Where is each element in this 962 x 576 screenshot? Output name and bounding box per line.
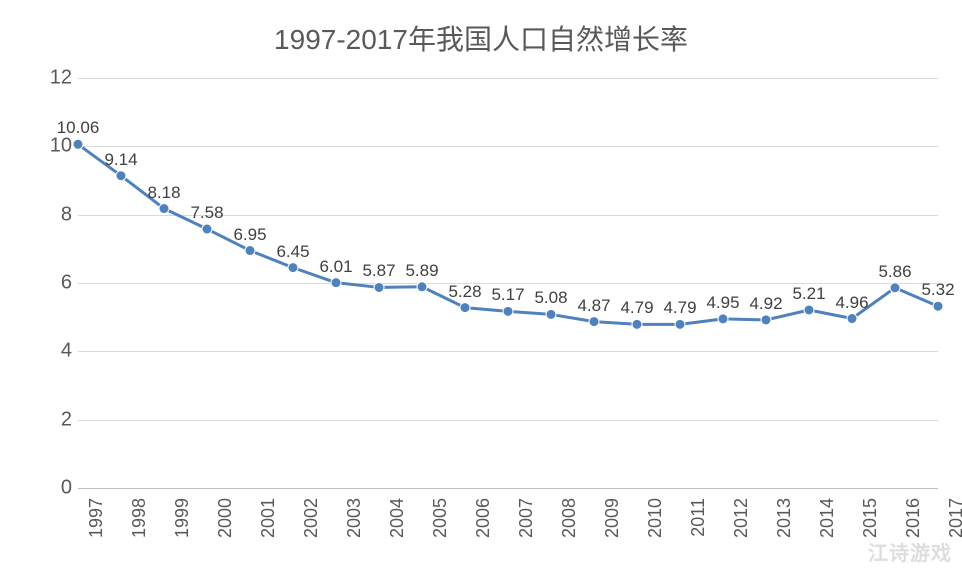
data-point-label: 5.86 [878, 262, 911, 282]
x-tick-label: 1999 [172, 498, 193, 538]
data-point-label: 5.21 [792, 284, 825, 304]
series-marker [417, 282, 427, 292]
x-tick-label: 2004 [387, 498, 408, 538]
data-point-label: 10.06 [57, 118, 100, 138]
chart-title: 1997-2017年我国人口自然增长率 [0, 18, 962, 58]
series-marker [245, 246, 255, 256]
data-point-label: 8.18 [147, 183, 180, 203]
x-tick-label: 2008 [559, 498, 580, 538]
series-marker [116, 171, 126, 181]
series-marker [331, 278, 341, 288]
series-marker [804, 305, 814, 315]
series-marker [933, 301, 943, 311]
data-point-label: 4.87 [577, 296, 610, 316]
data-point-label: 7.58 [190, 203, 223, 223]
series-marker [847, 314, 857, 324]
gridline [78, 488, 938, 489]
data-point-label: 4.92 [749, 294, 782, 314]
data-point-label: 5.89 [405, 261, 438, 281]
y-tick-label: 6 [12, 272, 72, 295]
x-tick-label: 2015 [860, 498, 881, 538]
data-point-label: 4.79 [663, 298, 696, 318]
chart-container: 1997-2017年我国人口自然增长率 024681012 10.069.148… [0, 0, 962, 576]
x-tick-label: 2009 [602, 498, 623, 538]
y-tick-label: 0 [12, 477, 72, 500]
x-tick-label: 2003 [344, 498, 365, 538]
series-marker [718, 314, 728, 324]
series-marker [288, 263, 298, 273]
data-point-label: 4.96 [835, 293, 868, 313]
x-tick-label: 2014 [817, 498, 838, 538]
data-point-label: 4.95 [706, 293, 739, 313]
x-tick-label: 2011 [688, 498, 709, 537]
y-tick-label: 8 [12, 203, 72, 226]
x-tick-label: 2002 [301, 498, 322, 538]
series-marker [374, 282, 384, 292]
data-point-label: 6.95 [233, 225, 266, 245]
x-tick-label: 1998 [129, 498, 150, 538]
series-marker [503, 306, 513, 316]
series-marker [546, 309, 556, 319]
x-tick-label: 2005 [430, 498, 451, 538]
data-point-label: 4.79 [620, 298, 653, 318]
data-point-label: 5.17 [491, 285, 524, 305]
series-marker [890, 283, 900, 293]
x-tick-label: 1997 [86, 498, 107, 538]
x-tick-label: 2016 [903, 498, 924, 538]
series-marker [73, 139, 83, 149]
x-tick-label: 2012 [731, 498, 752, 538]
y-tick-label: 4 [12, 340, 72, 363]
y-tick-label: 12 [12, 67, 72, 90]
x-tick-label: 2017 [946, 498, 962, 538]
x-tick-label: 2010 [645, 498, 666, 538]
series-marker [202, 224, 212, 234]
series-marker [589, 317, 599, 327]
x-tick-label: 2013 [774, 498, 795, 538]
series-marker [675, 319, 685, 329]
series-marker [460, 303, 470, 313]
data-point-label: 5.08 [534, 288, 567, 308]
y-tick-label: 2 [12, 408, 72, 431]
data-point-label: 6.01 [319, 257, 352, 277]
data-point-label: 5.28 [448, 282, 481, 302]
series-marker [761, 315, 771, 325]
plot-area: 10.069.148.187.586.956.456.015.875.895.2… [78, 78, 938, 488]
x-tick-label: 2006 [473, 498, 494, 538]
x-tick-label: 2001 [258, 498, 279, 538]
data-point-label: 5.87 [362, 261, 395, 281]
x-tick-label: 2007 [516, 498, 537, 538]
data-point-label: 9.14 [104, 150, 137, 170]
series-marker [632, 319, 642, 329]
watermark: 江诗游戏 [868, 537, 952, 566]
data-point-label: 6.45 [276, 242, 309, 262]
series-marker [159, 204, 169, 214]
data-point-label: 5.32 [921, 280, 954, 300]
x-tick-label: 2000 [215, 498, 236, 538]
